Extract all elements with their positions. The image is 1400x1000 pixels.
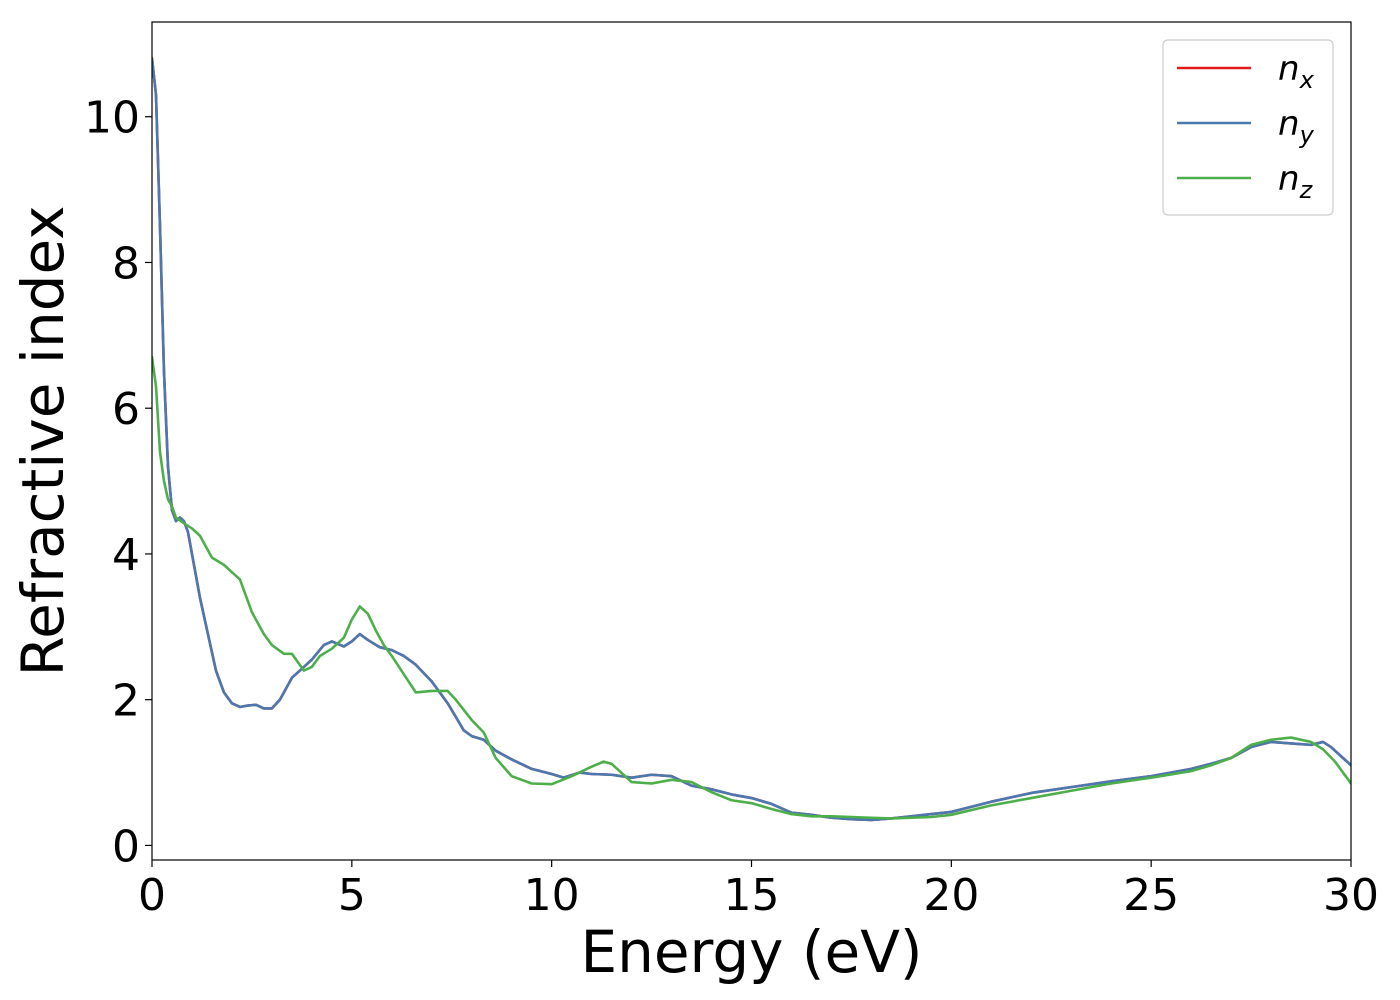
y-tick-label: 0: [112, 821, 140, 872]
y-tick-label: 2: [112, 676, 140, 727]
y-axis-ticks: 0 2 4 6 8 10: [84, 93, 152, 872]
series-line-n-z: [152, 355, 1351, 820]
legend-label: nx: [1278, 49, 1315, 94]
series-line-n-y: [152, 57, 1351, 822]
series-lines: [152, 57, 1351, 822]
x-tick-label: 5: [338, 870, 366, 921]
x-tick-label: 30: [1323, 870, 1379, 921]
x-axis-ticks: 0 5 10 15 20 25 30: [138, 860, 1379, 921]
legend-box: [1162, 39, 1334, 216]
y-tick-label: 6: [112, 384, 140, 435]
y-tick-label: 4: [112, 530, 140, 581]
x-tick-label: 15: [724, 870, 780, 921]
legend-items: nx ny nz: [1177, 49, 1315, 204]
y-tick-label: 8: [112, 238, 140, 289]
legend: nx ny nz: [1162, 39, 1334, 216]
x-tick-label: 25: [1123, 870, 1179, 921]
x-tick-label: 0: [138, 870, 166, 921]
y-tick-label: 10: [84, 93, 140, 144]
legend-label: nz: [1278, 159, 1314, 204]
x-axis-title: Energy (eV): [580, 918, 922, 986]
x-tick-label: 10: [524, 870, 580, 921]
x-tick-label: 20: [923, 870, 979, 921]
y-axis-title: Refractive index: [9, 205, 77, 676]
legend-label: ny: [1278, 104, 1315, 149]
